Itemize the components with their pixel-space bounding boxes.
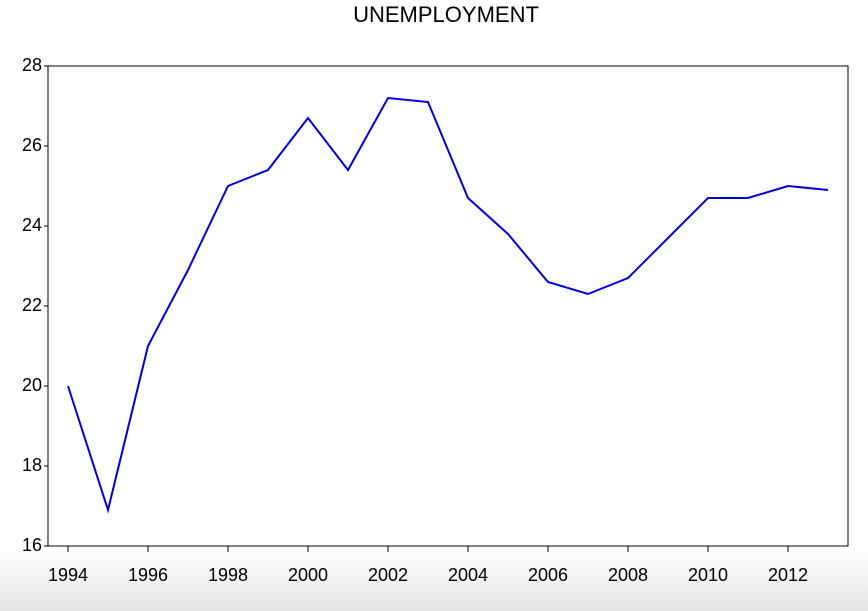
y-tick-label: 24 bbox=[22, 215, 42, 235]
y-tick-label: 26 bbox=[22, 135, 42, 155]
x-tick-label: 2004 bbox=[448, 565, 488, 585]
x-tick-label: 2000 bbox=[288, 565, 328, 585]
plot-area bbox=[47, 65, 849, 547]
y-tick-label: 20 bbox=[22, 375, 42, 395]
x-tick-label: 2002 bbox=[368, 565, 408, 585]
x-tick-label: 1996 bbox=[128, 565, 168, 585]
y-tick-label: 22 bbox=[22, 295, 42, 315]
x-tick-label: 2006 bbox=[528, 565, 568, 585]
x-tick-label: 2008 bbox=[608, 565, 648, 585]
x-tick-label: 1994 bbox=[48, 565, 88, 585]
y-tick-label: 28 bbox=[22, 55, 42, 75]
y-tick-label: 18 bbox=[22, 455, 42, 475]
x-tick-label: 1998 bbox=[208, 565, 248, 585]
y-tick-label: 16 bbox=[22, 535, 42, 555]
x-tick-label: 2010 bbox=[688, 565, 728, 585]
x-tick-label: 2012 bbox=[768, 565, 808, 585]
line-series bbox=[67, 96, 829, 514]
chart-title: UNEMPLOYMENT bbox=[353, 2, 539, 27]
